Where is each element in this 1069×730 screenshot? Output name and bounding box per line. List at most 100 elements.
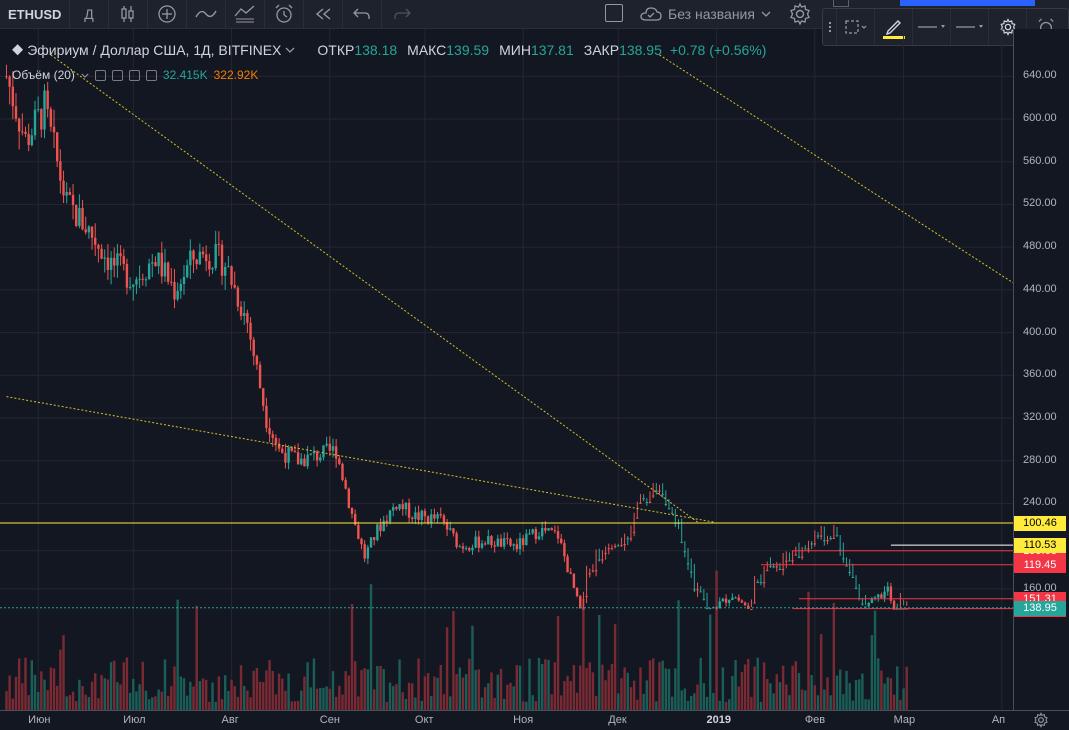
volume-bar <box>97 698 100 710</box>
undo-button[interactable] <box>343 0 382 28</box>
volume-bar <box>848 683 851 710</box>
trend-line[interactable] <box>50 54 698 523</box>
candle-body <box>449 528 452 530</box>
candles-icon <box>121 6 134 22</box>
candle-body <box>474 536 477 548</box>
volume-bar <box>632 680 636 710</box>
open-value: 138.18 <box>354 42 398 58</box>
interval-button[interactable]: Д <box>70 0 109 28</box>
candle-body <box>661 493 664 495</box>
volume-bar <box>49 667 53 710</box>
redo-button[interactable] <box>382 0 421 28</box>
volume-bar <box>528 658 531 710</box>
indicators-button[interactable] <box>148 0 187 28</box>
candle-body <box>379 524 382 532</box>
candle-body <box>113 257 116 266</box>
line-style-button[interactable] <box>951 9 989 45</box>
publish-button[interactable] <box>900 0 1035 6</box>
candle-body <box>322 445 325 458</box>
candle-body <box>132 284 135 287</box>
settings-gear-icon[interactable] <box>788 2 812 26</box>
candle-body <box>287 447 290 463</box>
candle-body <box>24 131 27 134</box>
volume-bar <box>21 683 24 710</box>
time-tick-label: Дек <box>608 714 627 726</box>
price-chart[interactable] <box>0 29 1013 710</box>
hidden-toolbar-icon <box>833 0 849 7</box>
candle-body <box>160 252 163 277</box>
line-color-button[interactable] <box>875 9 913 45</box>
eye-icon[interactable] <box>94 69 106 81</box>
volume-title[interactable]: Объём (20) <box>12 68 75 82</box>
chevron-down-icon[interactable] <box>81 73 89 78</box>
time-tick-label: Мар <box>893 714 916 726</box>
volume-bar <box>499 668 503 710</box>
drawing-settings-button[interactable] <box>989 9 1027 45</box>
candle-body <box>411 517 414 520</box>
layout-name-button[interactable]: Без названия <box>640 0 771 28</box>
candle-body <box>71 194 75 206</box>
volume-bar <box>496 674 500 710</box>
volume-bar <box>626 672 629 710</box>
low-label: МИН <box>499 42 531 58</box>
candle-body <box>458 546 461 548</box>
replay-button[interactable] <box>304 0 343 28</box>
volume-bar <box>518 665 522 710</box>
volume-bar <box>804 690 807 710</box>
volume-bar <box>728 699 731 710</box>
select-area-button[interactable] <box>837 9 875 45</box>
alert-button[interactable] <box>265 0 304 28</box>
candle-body <box>487 536 490 545</box>
templates-button[interactable] <box>226 0 265 28</box>
volume-bar <box>477 669 480 710</box>
drag-handle-icon[interactable] <box>823 9 837 45</box>
volume-bar <box>531 695 534 710</box>
candle-body <box>842 558 845 560</box>
volume-bar <box>769 683 772 710</box>
more-icon[interactable] <box>145 69 157 81</box>
volume-bar <box>756 657 759 710</box>
symbol-search-button[interactable]: ETHUSD <box>0 0 70 28</box>
candle-body <box>106 257 110 270</box>
volume-bar <box>36 691 40 710</box>
candle-body <box>737 597 740 601</box>
volume-bar <box>334 696 338 710</box>
candle-body <box>772 566 775 568</box>
candle-body <box>845 565 848 567</box>
axis-settings-gear-icon[interactable] <box>1033 712 1049 728</box>
volume-bar <box>407 682 411 710</box>
volume-bar <box>594 695 598 710</box>
candle-body <box>823 540 826 542</box>
volume-bar <box>493 697 496 710</box>
fullscreen-icon[interactable] <box>605 4 623 22</box>
volume-bar <box>712 692 715 710</box>
candle-body <box>896 608 899 610</box>
volume-bar <box>677 600 680 710</box>
volume-bar <box>541 664 544 710</box>
volume-bar <box>642 693 645 710</box>
candle-body <box>220 244 224 276</box>
line-width-button[interactable] <box>913 9 951 45</box>
candle-body <box>515 544 519 550</box>
volume-bar <box>835 675 839 710</box>
volume-bar <box>160 691 163 710</box>
legend-title[interactable]: Эфириум / Доллар США, 1Д, BITFINEX <box>27 42 282 58</box>
volume-bar <box>347 675 351 710</box>
add-icon[interactable] <box>128 69 140 81</box>
volume-bar <box>883 683 886 710</box>
price-tick-label: 640.00 <box>1023 69 1057 82</box>
volume-bar <box>877 658 880 710</box>
candle-body <box>49 109 53 127</box>
compare-button[interactable] <box>187 0 226 28</box>
volume-bar <box>43 679 46 710</box>
settings-icon[interactable] <box>111 69 123 81</box>
time-axis[interactable] <box>0 710 1069 730</box>
candle-body <box>785 560 788 562</box>
trend-line[interactable] <box>659 54 1013 290</box>
chevron-down-icon[interactable] <box>285 47 295 53</box>
candle-body <box>157 252 160 267</box>
chart-type-button[interactable] <box>109 0 148 28</box>
volume-bar <box>864 699 867 710</box>
volume-bar <box>204 679 208 710</box>
candle-body <box>778 568 782 570</box>
